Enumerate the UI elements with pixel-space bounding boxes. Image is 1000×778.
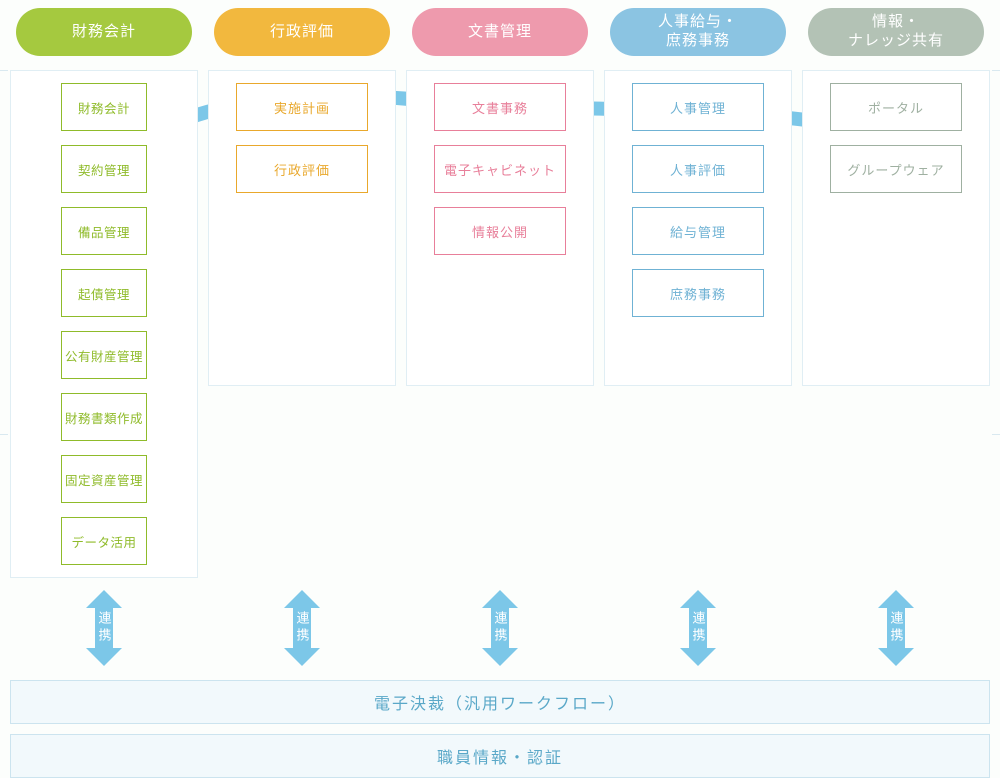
- link-arrow-cell: 連携: [802, 590, 990, 666]
- module-box: 電子キャビネット: [434, 145, 566, 193]
- double-arrow-icon: 連携: [282, 590, 322, 666]
- bottom-bar-workflow: 電子決裁（汎用ワークフロー）: [10, 680, 990, 724]
- module-box: 固定資産管理: [61, 455, 147, 503]
- column-header-bunsho: 文書管理: [412, 8, 588, 56]
- link-arrow-cell: 連携: [208, 590, 396, 666]
- module-box: 情報公開: [434, 207, 566, 255]
- module-box: データ活用: [61, 517, 147, 565]
- module-box: 人事評価: [632, 145, 764, 193]
- module-box: 行政評価: [236, 145, 368, 193]
- column-body-gyosei: 実施計画行政評価: [208, 70, 396, 386]
- column-body-bunsho: 文書事務電子キャビネット情報公開: [406, 70, 594, 386]
- link-arrow-cell: 連携: [406, 590, 594, 666]
- link-label: 連携: [689, 611, 708, 645]
- column-gyosei: 行政評価実施計画行政評価: [208, 8, 396, 386]
- module-box: 公有財産管理: [61, 331, 147, 379]
- module-box: 備品管理: [61, 207, 147, 255]
- column-header-joho: 情報・ ナレッジ共有: [808, 8, 984, 56]
- column-header-gyosei: 行政評価: [214, 8, 390, 56]
- module-box: 人事管理: [632, 83, 764, 131]
- module-box: グループウェア: [830, 145, 962, 193]
- link-label: 連携: [293, 611, 312, 645]
- column-body-jinji: 人事管理人事評価給与管理庶務事務: [604, 70, 792, 386]
- double-arrow-icon: 連携: [84, 590, 124, 666]
- module-box: 財務書類作成: [61, 393, 147, 441]
- module-box: 給与管理: [632, 207, 764, 255]
- link-label: 連携: [95, 611, 114, 645]
- module-box: 実施計画: [236, 83, 368, 131]
- double-arrow-icon: 連携: [480, 590, 520, 666]
- module-box: 財務会計: [61, 83, 147, 131]
- link-label: 連携: [491, 611, 510, 645]
- link-arrow-cell: 連携: [10, 590, 198, 666]
- module-box: 契約管理: [61, 145, 147, 193]
- module-box: 文書事務: [434, 83, 566, 131]
- column-bunsho: 文書管理文書事務電子キャビネット情報公開: [406, 8, 594, 386]
- column-header-jinji: 人事給与・ 庶務事務: [610, 8, 786, 56]
- double-arrow-icon: 連携: [678, 590, 718, 666]
- column-body-joho: ポータルグループウェア: [802, 70, 990, 386]
- bottom-bar-auth: 職員情報・認証: [10, 734, 990, 778]
- link-arrow-cell: 連携: [604, 590, 792, 666]
- double-arrow-icon: 連携: [876, 590, 916, 666]
- module-box: 庶務事務: [632, 269, 764, 317]
- column-zaimu: 財務会計財務会計契約管理備品管理起債管理公有財産管理財務書類作成固定資産管理デー…: [10, 8, 198, 578]
- module-box: ポータル: [830, 83, 962, 131]
- column-jinji: 人事給与・ 庶務事務人事管理人事評価給与管理庶務事務: [604, 8, 792, 386]
- column-joho: 情報・ ナレッジ共有ポータルグループウェア: [802, 8, 990, 386]
- link-label: 連携: [887, 611, 906, 645]
- column-header-zaimu: 財務会計: [16, 8, 192, 56]
- module-box: 起債管理: [61, 269, 147, 317]
- column-body-zaimu: 財務会計契約管理備品管理起債管理公有財産管理財務書類作成固定資産管理データ活用: [10, 70, 198, 578]
